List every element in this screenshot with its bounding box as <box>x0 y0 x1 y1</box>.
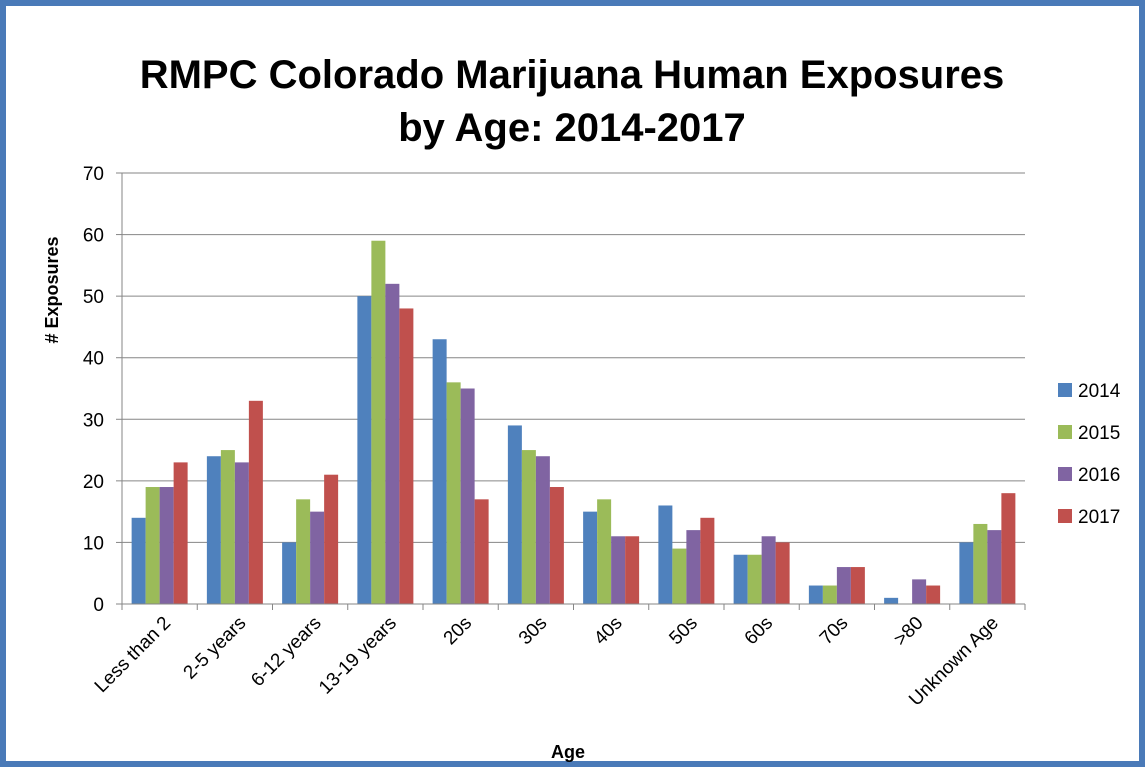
bar-2015-5 <box>521 450 536 604</box>
x-tick-label: 20s <box>440 613 477 650</box>
gridlines <box>122 172 1025 543</box>
bar-2014-6 <box>583 511 598 604</box>
legend: 2014 2015 2016 2017 <box>1058 381 1121 528</box>
y-tick-label: 10 <box>83 533 104 554</box>
bar-2016-3 <box>385 283 400 604</box>
bar-2016-7 <box>686 530 701 604</box>
bar-2015-8 <box>747 554 762 604</box>
bar-2017-7 <box>700 517 715 604</box>
x-tick-label: 6-12 years <box>247 613 325 691</box>
y-axis-title: # Exposures <box>42 236 62 343</box>
bar-2014-11 <box>959 542 974 604</box>
axes <box>116 172 1026 610</box>
bar-2016-8 <box>761 536 776 604</box>
bar-2016-9 <box>836 567 851 604</box>
bar-2015-7 <box>672 548 687 604</box>
y-tick-label: 0 <box>93 595 104 616</box>
x-tick-label: 60s <box>741 613 778 650</box>
bar-2015-11 <box>973 523 988 604</box>
legend-label: 2017 <box>1078 507 1120 528</box>
bar-2015-9 <box>822 585 837 604</box>
bar-2014-2 <box>282 542 297 604</box>
bar-2015-1 <box>220 450 235 604</box>
bar-2017-10 <box>926 585 941 604</box>
bar-2015-0 <box>145 487 160 604</box>
bar-2016-10 <box>912 579 927 604</box>
bar-2016-1 <box>234 462 249 604</box>
bar-2014-1 <box>206 456 221 604</box>
bar-2017-2 <box>324 474 339 604</box>
bar-2016-6 <box>611 536 626 604</box>
y-tick-label: 40 <box>83 349 104 370</box>
y-tick-label: 70 <box>83 164 104 185</box>
legend-swatch-2014 <box>1058 383 1072 397</box>
y-tick-label: 20 <box>83 472 104 493</box>
bar-2017-5 <box>549 487 564 604</box>
bar-2016-4 <box>460 388 475 604</box>
bar-2016-2 <box>310 511 325 604</box>
legend-label: 2015 <box>1078 423 1120 444</box>
legend-swatch-2015 <box>1058 425 1072 439</box>
bar-2014-0 <box>131 517 146 604</box>
bar-2016-11 <box>987 530 1002 604</box>
x-tick-label: 50s <box>665 613 702 650</box>
x-tick-label: 40s <box>590 613 627 650</box>
legend-swatch-2016 <box>1058 467 1072 481</box>
chart-title-line-2: by Age: 2014-2017 <box>398 106 746 150</box>
y-tick-label: 60 <box>83 226 104 247</box>
bar-2014-7 <box>658 505 673 604</box>
x-tick-label: 30s <box>515 613 552 650</box>
bar-2014-5 <box>507 425 522 604</box>
bar-2017-11 <box>1001 493 1016 604</box>
x-tick-label: >80 <box>890 613 928 651</box>
y-tick-label: 30 <box>83 410 104 431</box>
y-tick-labels: 0 10 20 30 40 50 60 70 <box>83 164 104 616</box>
x-tick-label: 70s <box>816 613 853 650</box>
bar-2017-0 <box>173 462 188 604</box>
bar-2017-8 <box>775 542 790 604</box>
bar-2016-0 <box>159 487 174 604</box>
x-tick-label: Less than 2 <box>91 613 175 697</box>
bar-2017-4 <box>474 499 489 604</box>
bar-2015-4 <box>446 382 461 604</box>
bar-2017-1 <box>248 400 263 604</box>
legend-label: 2014 <box>1078 381 1121 402</box>
legend-label: 2016 <box>1078 465 1120 486</box>
bar-2015-6 <box>597 499 612 604</box>
x-tick-label: 2-5 years <box>180 613 251 684</box>
bar-2016-5 <box>535 456 550 604</box>
bar-2017-3 <box>399 308 414 604</box>
bar-2015-2 <box>296 499 311 604</box>
x-axis-title: Age <box>551 742 585 762</box>
bar-2014-9 <box>808 585 823 604</box>
chart-title-line-1: RMPC Colorado Marijuana Human Exposures <box>140 53 1005 97</box>
bars <box>131 240 1016 604</box>
y-tick-label: 50 <box>83 287 104 308</box>
bar-2017-6 <box>625 536 640 604</box>
bar-2017-9 <box>850 567 865 604</box>
bar-2015-3 <box>371 240 386 604</box>
bar-2014-4 <box>432 339 447 604</box>
bar-2014-10 <box>884 597 899 604</box>
bar-2014-3 <box>357 296 372 604</box>
bar-2014-8 <box>733 554 748 604</box>
legend-swatch-2017 <box>1058 509 1072 523</box>
x-tick-label: 13-19 years <box>315 613 401 699</box>
